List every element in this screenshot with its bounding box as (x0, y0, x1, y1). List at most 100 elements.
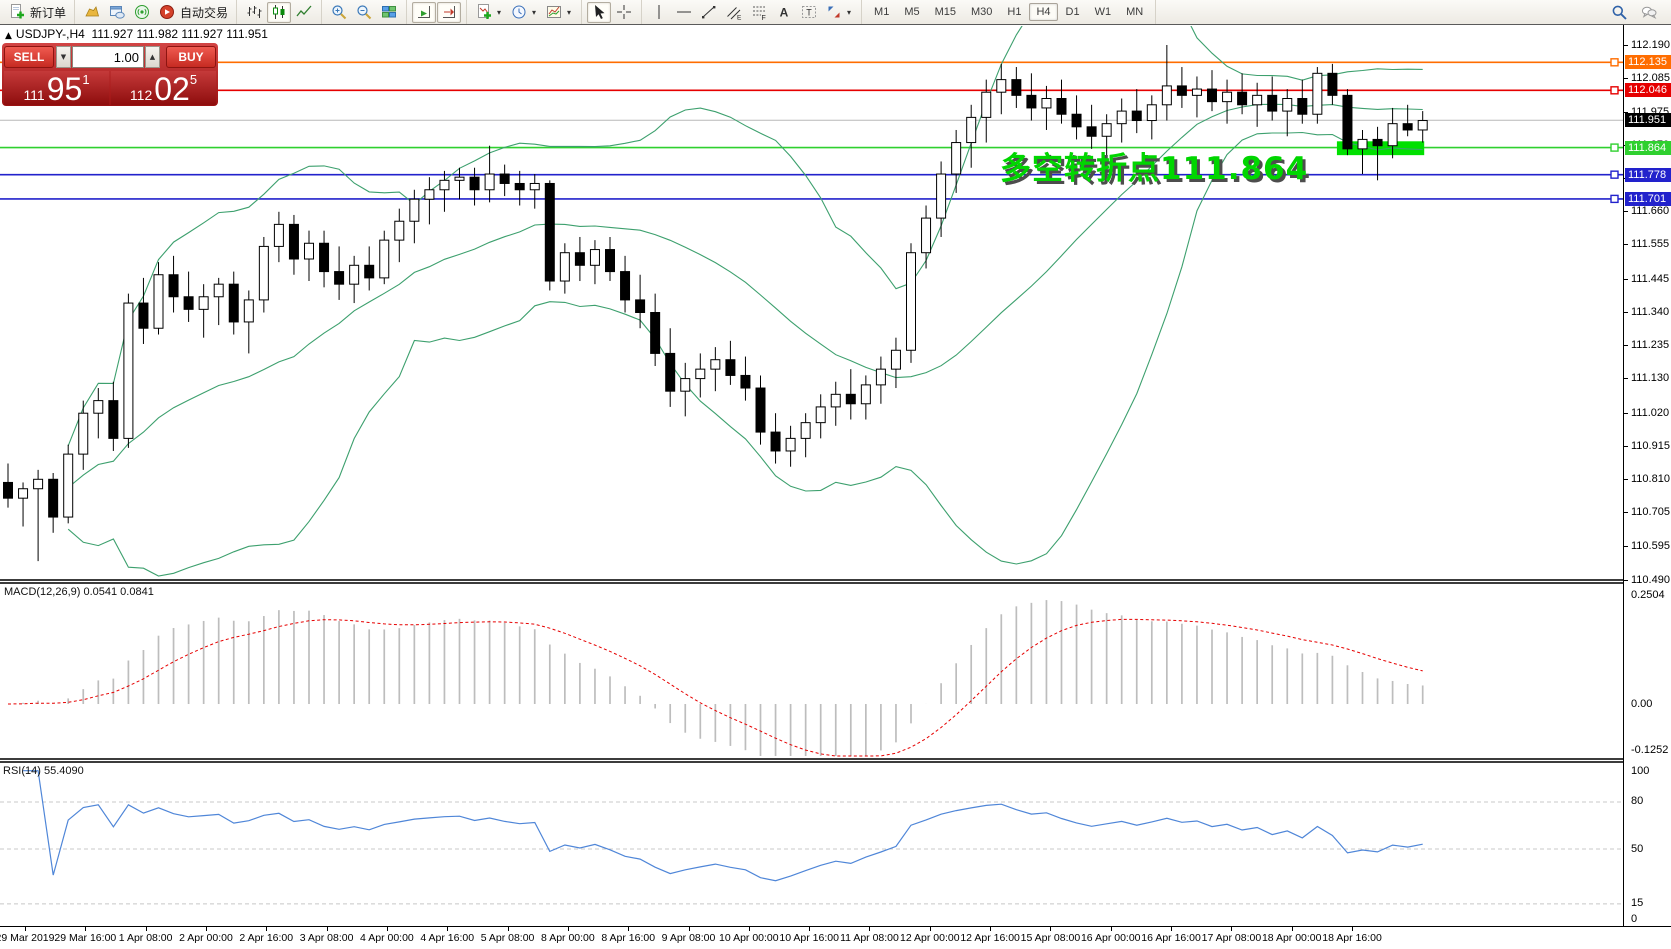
sell-price[interactable]: 111 95 1 (4, 71, 109, 105)
sell-button[interactable]: SELL (4, 46, 54, 68)
time-tick-label: 8 Apr 16:00 (601, 932, 656, 944)
cursor-icon[interactable] (587, 1, 612, 23)
new-order-label[interactable]: 新订单 (30, 5, 67, 20)
time-tick-mark (205, 927, 207, 931)
timeframe-d1[interactable]: D1 (1065, 6, 1080, 18)
timeframe-h4[interactable]: H4 (1029, 3, 1058, 21)
time-tick-label: 16 Apr 16:00 (1141, 932, 1201, 944)
toolbar-group-scroll (407, 0, 468, 24)
timeframe-h1[interactable]: H1 (1007, 6, 1022, 18)
buy-price-sup: 5 (189, 72, 198, 87)
data-window-icon[interactable] (105, 2, 129, 23)
toolbar-group-zoom (322, 0, 408, 24)
autotrading-label[interactable]: 自动交易 (180, 5, 229, 20)
chart-shift-icon[interactable] (437, 1, 462, 23)
market-watch-icon[interactable] (80, 2, 104, 23)
price-axis[interactable]: 112.190112.085111.975111.870111.765111.6… (1623, 24, 1671, 926)
timeframe-m30[interactable]: M30 (971, 6, 993, 18)
chart-window[interactable]: ▲ USDJPY-,H4 111.927 111.982 111.927 111.… (0, 24, 1671, 949)
rsi-axis-label: 80 (1631, 795, 1644, 808)
time-tick-mark (1291, 927, 1293, 931)
volume-input[interactable] (72, 46, 144, 68)
vertical-line-icon[interactable] (647, 2, 671, 23)
text-icon[interactable]: A (772, 2, 796, 23)
buy-price[interactable]: 112 02 5 (111, 71, 216, 105)
price-tick-label: 111.445 (1631, 272, 1670, 285)
zoom-out-icon[interactable] (352, 2, 376, 23)
templates-dropdown-caret[interactable]: ▾ (567, 7, 572, 17)
pane-separator[interactable] (0, 579, 1671, 584)
price-tick-mark (1624, 278, 1628, 280)
svg-text:E: E (737, 15, 742, 21)
pane-separator[interactable] (0, 758, 1671, 763)
price-tick-label: 110.595 (1631, 540, 1670, 553)
chat-icon[interactable] (1637, 2, 1661, 23)
price-tick-mark (1624, 345, 1628, 347)
candlestick-chart-icon[interactable] (267, 1, 292, 23)
time-tick-mark (386, 927, 388, 931)
macd-indicator-label: MACD(12,26,9) 0.0541 0.0841 (4, 586, 154, 598)
zoom-in-icon[interactable] (327, 2, 351, 23)
volume-increase-button[interactable]: ▲ (145, 46, 160, 68)
time-tick-label: 12 Apr 16:00 (960, 932, 1020, 944)
equidistant-channel-icon[interactable]: E (722, 2, 746, 23)
chart-canvas[interactable] (0, 24, 1671, 949)
macd-axis-label: 0.00 (1631, 697, 1653, 710)
time-tick-mark (809, 927, 811, 931)
timeframe-w1[interactable]: W1 (1094, 6, 1112, 18)
tile-windows-icon[interactable] (377, 2, 401, 23)
timeframe-m5[interactable]: M5 (904, 6, 920, 18)
price-tick-mark (1624, 478, 1628, 480)
collapse-triangle-icon[interactable]: ▲ (5, 31, 12, 41)
rsi-axis-label: 0 (1631, 913, 1638, 925)
time-tick-mark (447, 927, 449, 931)
time-tick-label: 9 Apr 08:00 (661, 932, 716, 944)
search-icon[interactable] (1607, 2, 1631, 23)
rsi-axis-label: 15 (1631, 897, 1644, 910)
timeframe-mn[interactable]: MN (1126, 6, 1144, 18)
symbol-info: ▲ USDJPY-,H4 111.927 111.982 111.927 111.… (5, 27, 268, 41)
crosshair-icon[interactable] (612, 2, 636, 23)
fibonacci-icon[interactable]: F (747, 2, 771, 23)
text-label-icon[interactable]: T (797, 2, 821, 23)
buy-button[interactable]: BUY (166, 46, 216, 68)
rsi-axis-label: 100 (1631, 765, 1650, 777)
periods-icon[interactable] (507, 2, 531, 23)
horizontal-line-icon[interactable] (672, 2, 696, 23)
price-tick-label: 110.490 (1631, 573, 1670, 586)
toolbar-group-chart-type (237, 0, 323, 24)
price-tick-label: 112.190 (1631, 38, 1670, 51)
time-tick-mark (628, 927, 630, 931)
time-tick-label: 16 Apr 00:00 (1080, 932, 1141, 944)
hline-price-badge: 112.046 (1625, 83, 1671, 98)
time-tick-label: 8 Apr 00:00 (541, 932, 595, 944)
time-tick-mark (1110, 927, 1112, 931)
signals-icon[interactable] (130, 2, 154, 23)
indicators-icon[interactable] (472, 2, 496, 23)
time-axis[interactable]: 29 Mar 2019 29 Mar 16:00 1 Apr 08:00 2 Apr … (0, 926, 1671, 949)
time-tick-mark (85, 927, 87, 931)
time-tick-label: 12 Apr 00:00 (900, 932, 960, 944)
trendline-icon[interactable] (697, 2, 721, 23)
bar-chart-icon[interactable] (242, 2, 266, 23)
templates-icon[interactable] (542, 2, 566, 23)
time-tick-mark (1231, 927, 1233, 931)
auto-scroll-icon[interactable] (412, 1, 437, 23)
autotrading-icon[interactable] (155, 2, 179, 23)
timeframe-m1[interactable]: M1 (874, 6, 890, 18)
periods-dropdown-caret[interactable]: ▾ (532, 7, 537, 17)
line-chart-icon[interactable] (292, 2, 316, 23)
arrows-icon[interactable] (822, 2, 846, 23)
sell-price-big: 95 (46, 71, 83, 107)
timeframe-m15[interactable]: M15 (934, 6, 956, 18)
indicators-dropdown-caret[interactable]: ▾ (497, 7, 502, 17)
price-tick-mark (1624, 44, 1628, 46)
arrows-dropdown-caret[interactable]: ▾ (847, 7, 852, 17)
new-order-icon[interactable] (5, 2, 29, 23)
price-tick-label: 110.810 (1631, 472, 1670, 485)
volume-decrease-button[interactable]: ▼ (56, 46, 71, 68)
time-tick-label: 4 Apr 00:00 (360, 932, 414, 944)
time-tick-mark (688, 927, 690, 931)
price-tick-label: 111.235 (1631, 339, 1670, 352)
